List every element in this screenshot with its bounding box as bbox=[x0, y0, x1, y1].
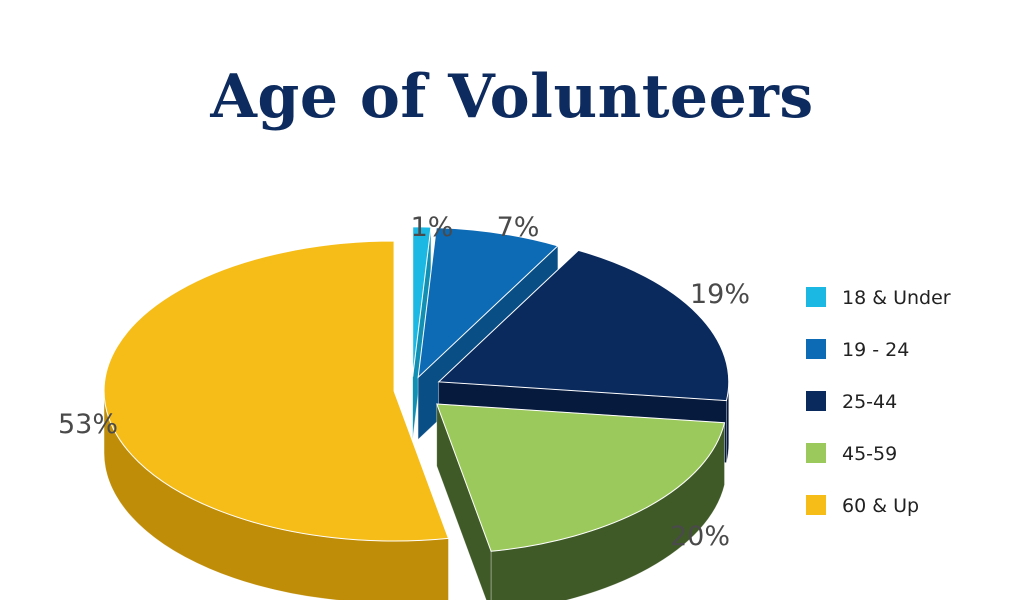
legend-label-2: 19 - 24 bbox=[842, 339, 909, 361]
legend-swatch-5 bbox=[806, 495, 826, 515]
legend-swatch-4 bbox=[806, 443, 826, 463]
slice-label-2: 7% bbox=[497, 212, 540, 243]
legend-label-4: 45-59 bbox=[842, 443, 897, 465]
slice-label-1: 1% bbox=[411, 212, 454, 243]
chart-title: Age of Volunteers bbox=[210, 62, 814, 132]
legend-label-1: 18 & Under bbox=[842, 287, 951, 309]
legend-label-5: 60 & Up bbox=[842, 495, 919, 517]
pie-slices bbox=[103, 226, 730, 600]
legend-label-3: 25-44 bbox=[842, 391, 897, 413]
slice-label-4: 20% bbox=[670, 521, 730, 552]
slice-label-5: 53% bbox=[58, 409, 118, 440]
pie-slice-4 bbox=[436, 403, 726, 600]
legend: 18 & Under 19 - 24 25-44 45-59 60 & Up bbox=[806, 287, 951, 517]
pie-labels: 1% 7% 19% 20% 53% bbox=[58, 212, 750, 552]
legend-swatch-1 bbox=[806, 287, 826, 307]
pie-slice-5 bbox=[103, 240, 450, 600]
legend-swatch-3 bbox=[806, 391, 826, 411]
slice-label-3: 19% bbox=[690, 279, 750, 310]
legend-swatch-2 bbox=[806, 339, 826, 359]
